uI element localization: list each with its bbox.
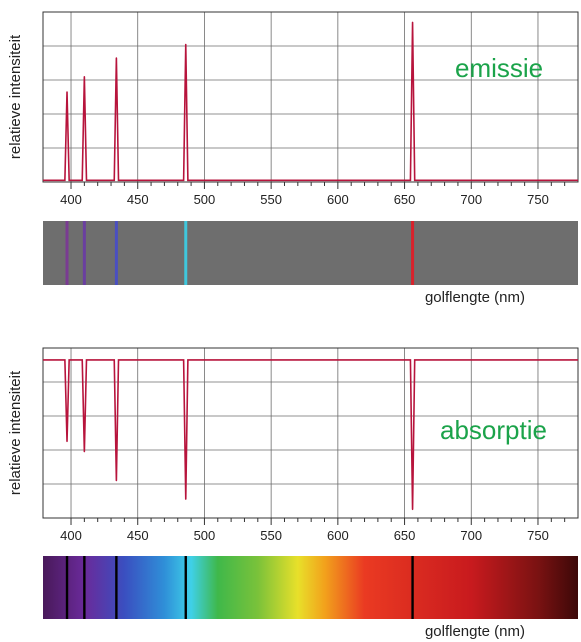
absorption-strip-lines: [65, 556, 414, 619]
emission-line: [82, 221, 86, 285]
x-tick-label: 500: [194, 192, 216, 207]
x-tick-label: 550: [260, 192, 282, 207]
absorption-line: [411, 556, 414, 619]
emission-label: emissie: [455, 53, 543, 83]
emission-grid: [43, 12, 578, 182]
emission-x-tick-labels: 400 450 500 550 600 650 700 750: [60, 192, 549, 207]
absorption-strip-background: [43, 556, 578, 619]
x-tick-label: 650: [394, 192, 416, 207]
x-tick-label: 600: [327, 192, 349, 207]
absorption-line: [115, 556, 118, 619]
x-tick-label: 700: [460, 528, 482, 543]
absorption-label: absorptie: [440, 415, 547, 445]
emission-strip-background: [43, 221, 578, 285]
x-tick-label: 550: [260, 528, 282, 543]
absorption-grid: [43, 348, 578, 518]
emission-chart: 400 450 500 550 600 650 700 750 relatieve inten…: [7, 11, 579, 207]
emission-x-ticks: [70, 182, 566, 189]
emission-plot-frame: [42, 11, 579, 183]
x-tick-label: 400: [60, 192, 82, 207]
x-tick-label: 750: [527, 192, 549, 207]
absorption-line: [83, 556, 86, 619]
absorption-x-ticks: [70, 518, 566, 525]
emission-y-axis-label: relatieve intensiteit: [7, 34, 24, 159]
absorption-spectrum-strip: golflengte (nm): [43, 556, 578, 640]
absorption-plot-frame: [42, 347, 579, 519]
x-tick-label: 600: [327, 528, 349, 543]
emission-line: [114, 221, 118, 285]
x-tick-label: 450: [127, 192, 149, 207]
x-tick-label: 400: [60, 528, 82, 543]
x-tick-label: 750: [527, 528, 549, 543]
emission-spectrum-line: [43, 22, 578, 182]
emission-peaks: [66, 21, 414, 93]
absorption-x-tick-labels: 400 450 500 550 600 650 700 750: [60, 528, 549, 543]
absorption-dips: [66, 440, 414, 511]
emission-line: [411, 221, 415, 285]
x-tick-label: 700: [460, 192, 482, 207]
absorption-chart: 400 450 500 550 600 650 700 750 relatieve inten…: [7, 347, 579, 543]
absorption-line: [65, 556, 69, 619]
emission-line: [184, 221, 188, 285]
emission-strip-lines: [65, 221, 415, 285]
x-tick-label: 500: [194, 528, 216, 543]
emission-line: [65, 221, 69, 285]
absorption-spectrum-line: [43, 359, 578, 510]
emission-spectrum-strip: golflengte (nm): [43, 221, 578, 306]
absorption-x-axis-label: golflengte (nm): [425, 623, 525, 640]
emission-x-axis-label: golflengte (nm): [425, 289, 525, 306]
absorption-line: [184, 556, 187, 619]
absorption-y-axis-label: relatieve intensiteit: [7, 370, 24, 495]
x-tick-label: 650: [394, 528, 416, 543]
x-tick-label: 450: [127, 528, 149, 543]
